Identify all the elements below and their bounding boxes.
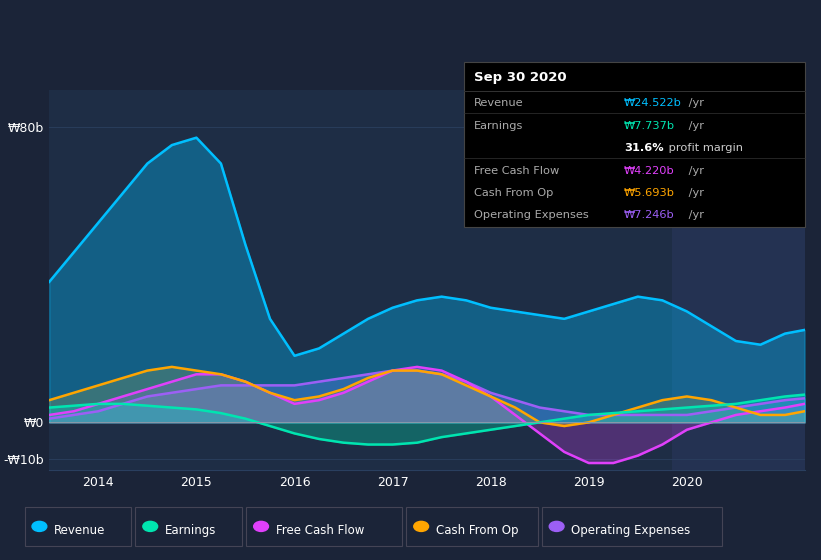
Text: Revenue: Revenue: [474, 99, 523, 109]
Text: Operating Expenses: Operating Expenses: [474, 211, 589, 221]
Text: Free Cash Flow: Free Cash Flow: [276, 524, 365, 536]
Bar: [672, 90, 805, 470]
Text: /yr: /yr: [685, 211, 704, 221]
Text: Cash From Op: Cash From Op: [436, 524, 518, 536]
Text: Cash From Op: Cash From Op: [474, 188, 553, 198]
Text: /yr: /yr: [685, 121, 704, 131]
Text: /yr: /yr: [685, 188, 704, 198]
Text: ₩4.220b: ₩4.220b: [624, 166, 675, 176]
Text: 31.6%: 31.6%: [624, 143, 663, 153]
Text: profit margin: profit margin: [665, 143, 743, 153]
Text: ₩7.246b: ₩7.246b: [624, 211, 675, 221]
Text: Free Cash Flow: Free Cash Flow: [474, 166, 559, 176]
Text: ₩24.522b: ₩24.522b: [624, 99, 681, 109]
Text: /yr: /yr: [685, 166, 704, 176]
Text: ₩7.737b: ₩7.737b: [624, 121, 675, 131]
Text: /yr: /yr: [685, 99, 704, 109]
Text: ₩5.693b: ₩5.693b: [624, 188, 675, 198]
Text: Earnings: Earnings: [474, 121, 523, 131]
Text: Operating Expenses: Operating Expenses: [571, 524, 690, 536]
Text: Earnings: Earnings: [165, 524, 217, 536]
Text: Revenue: Revenue: [54, 524, 106, 536]
Text: Sep 30 2020: Sep 30 2020: [474, 71, 566, 83]
